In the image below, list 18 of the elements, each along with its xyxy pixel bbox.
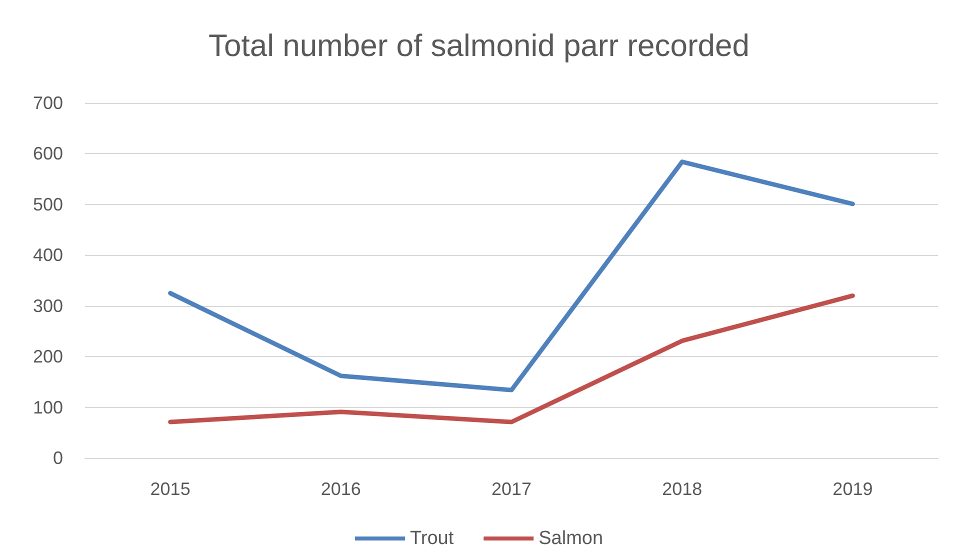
x-tick-label: 2018 <box>662 479 702 499</box>
y-tick-label: 400 <box>32 245 63 266</box>
x-tick-label: 2016 <box>320 479 361 499</box>
line-series <box>168 160 855 392</box>
y-tick-label: 200 <box>32 346 63 367</box>
y-tick-label: 600 <box>32 144 63 164</box>
line-series <box>168 293 855 424</box>
legend-label: Salmon <box>538 528 604 549</box>
x-tick-label: 2019 <box>832 479 873 499</box>
y-tick-label: 0 <box>52 448 63 468</box>
y-tick-label: 500 <box>32 194 63 214</box>
y-tick-label: 300 <box>32 296 63 316</box>
x-tick-label: 2015 <box>150 479 190 499</box>
chart-title: Total number of salmonid parr recorded <box>208 28 750 63</box>
x-tick-label: 2017 <box>491 479 532 499</box>
y-tick-label: 100 <box>32 397 63 418</box>
y-tick-label: 700 <box>32 93 63 113</box>
legend-label: Trout <box>410 528 454 549</box>
